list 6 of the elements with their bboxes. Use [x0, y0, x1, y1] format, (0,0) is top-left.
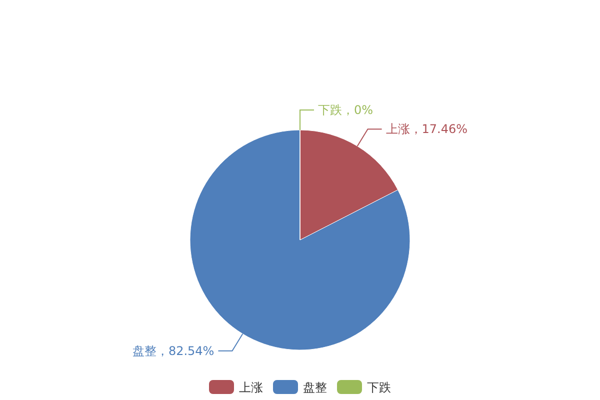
data-label: 上涨，17.46% — [386, 122, 468, 136]
legend-label: 盘整 — [303, 380, 327, 394]
legend-label: 下跌 — [367, 380, 391, 394]
text: 下跌，0% — [318, 103, 374, 117]
data-label: 盘整，82.54% — [132, 344, 214, 358]
legend-label: 上涨 — [239, 380, 263, 394]
